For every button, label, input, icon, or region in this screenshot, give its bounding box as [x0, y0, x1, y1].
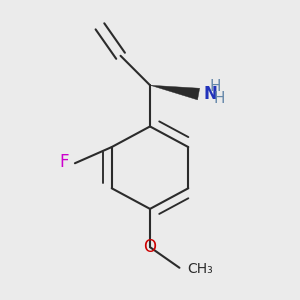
Text: N: N — [203, 85, 217, 103]
Text: H: H — [213, 91, 225, 106]
Text: F: F — [60, 153, 69, 171]
Text: CH₃: CH₃ — [187, 262, 213, 276]
Polygon shape — [150, 85, 200, 100]
Text: O: O — [143, 238, 157, 256]
Text: H: H — [209, 79, 220, 94]
